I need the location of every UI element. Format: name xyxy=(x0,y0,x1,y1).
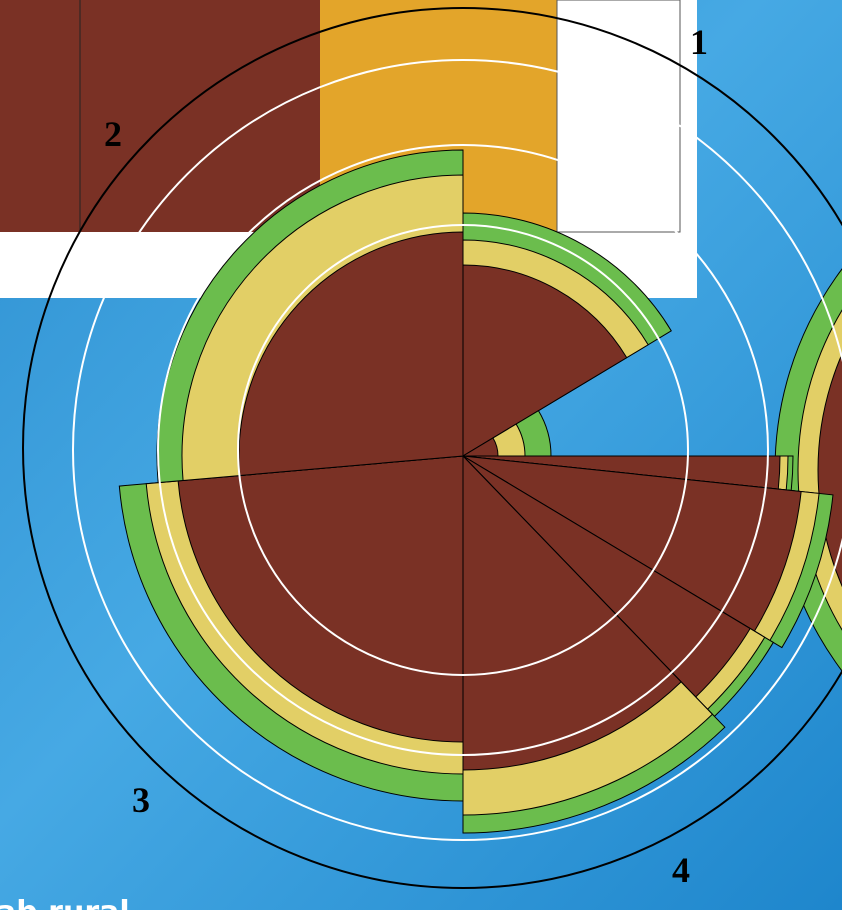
ring xyxy=(157,144,769,756)
quadrant-label: 2 xyxy=(104,114,122,154)
wedge xyxy=(462,455,802,632)
outer-ring xyxy=(22,7,842,889)
wedge xyxy=(462,454,682,771)
wedge xyxy=(177,455,464,743)
quadrant-label: 4 xyxy=(672,850,690,890)
panel xyxy=(0,0,320,232)
quadrant-label: 1 xyxy=(690,22,708,62)
ring xyxy=(237,224,689,676)
panel xyxy=(556,0,681,233)
embedded-plot xyxy=(0,0,697,298)
caption: ab rural xyxy=(0,895,130,910)
wedge xyxy=(462,264,628,457)
quadrant-label: 3 xyxy=(132,780,150,820)
polar-chart xyxy=(118,149,842,834)
ring xyxy=(72,59,842,841)
wedge xyxy=(238,231,464,477)
